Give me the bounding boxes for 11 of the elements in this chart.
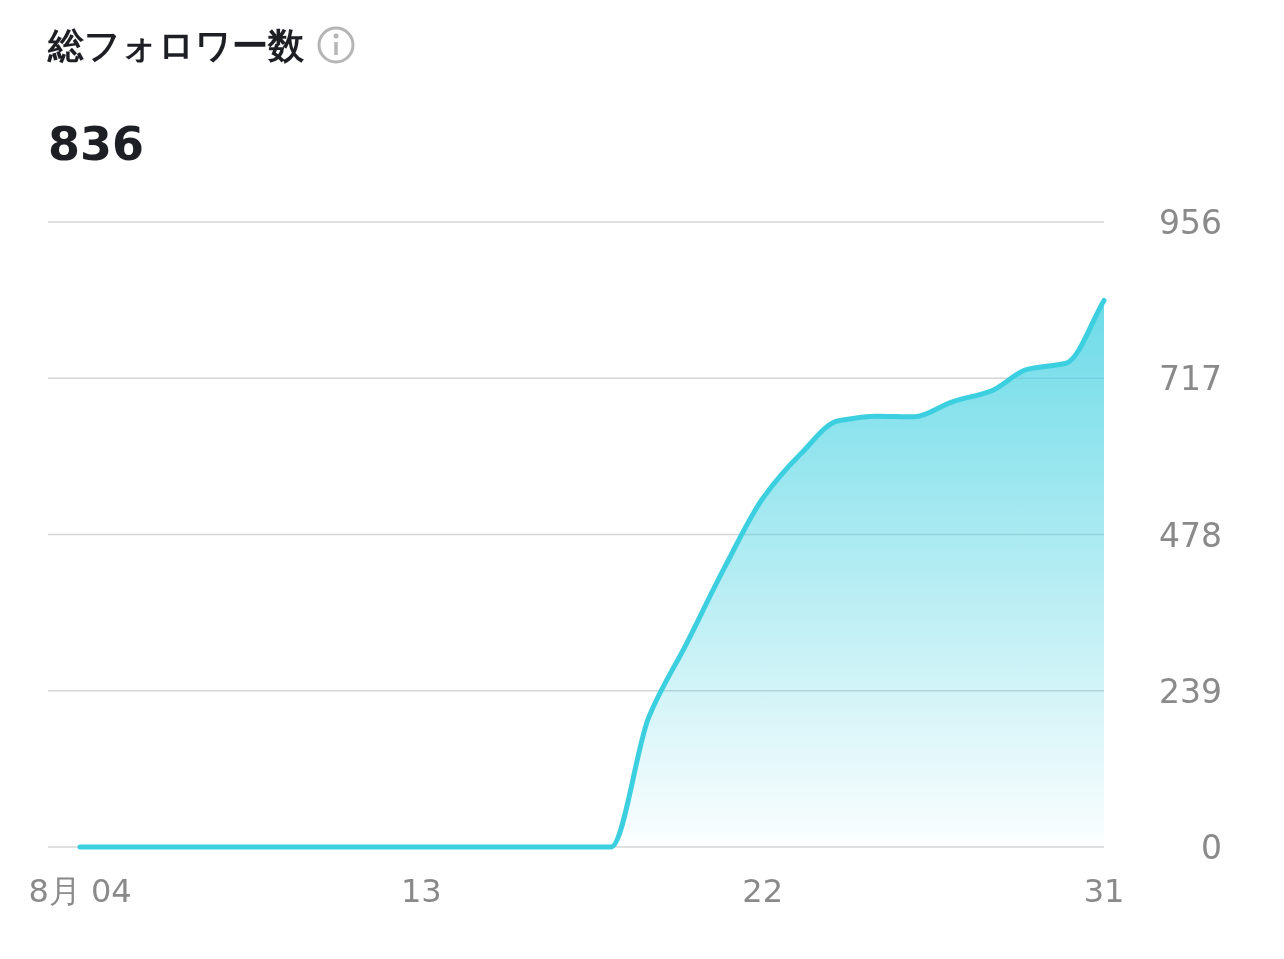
x-tick-label: 8月 04: [28, 872, 132, 910]
y-tick-label: 717: [1159, 359, 1222, 399]
y-tick-label: 956: [1159, 203, 1222, 242]
x-tick-label: 31: [1083, 872, 1125, 910]
y-tick-label: 239: [1159, 671, 1222, 711]
chart-subtitle: 836: [48, 117, 145, 171]
chart-title: 総フォロワー数: [47, 25, 305, 66]
x-tick-label: 13: [400, 872, 442, 910]
x-tick-label: 22: [742, 872, 784, 910]
y-tick-label: 478: [1159, 515, 1222, 555]
y-tick-label: 0: [1201, 828, 1222, 867]
